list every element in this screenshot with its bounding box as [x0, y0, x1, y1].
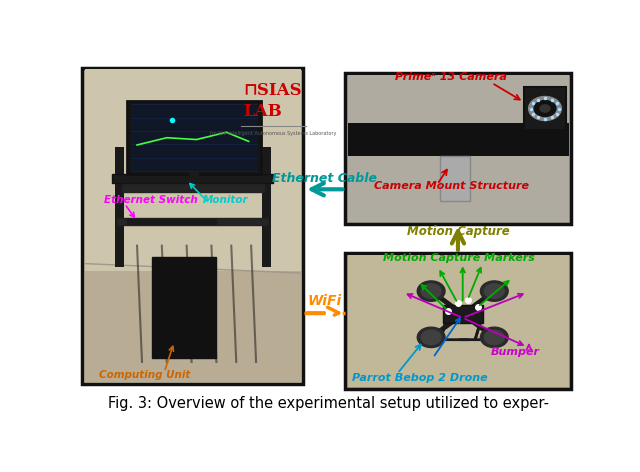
- Text: WiFi: WiFi: [307, 294, 342, 307]
- Circle shape: [529, 96, 561, 120]
- Text: for the intelligent Autonomous Systems Laboratory: for the intelligent Autonomous Systems L…: [211, 131, 337, 136]
- Bar: [348, 123, 568, 156]
- Circle shape: [484, 330, 504, 345]
- Bar: [346, 73, 571, 224]
- Bar: [122, 184, 264, 192]
- Bar: [348, 75, 568, 222]
- Text: Camera Mount Structure: Camera Mount Structure: [374, 181, 529, 191]
- Text: Fig. 3: Overview of the experimental setup utilized to exper-: Fig. 3: Overview of the experimental set…: [108, 396, 548, 411]
- Bar: [189, 172, 199, 185]
- Text: LAB: LAB: [244, 103, 282, 120]
- Bar: [131, 104, 257, 171]
- Bar: [440, 156, 470, 201]
- Text: Primeˣ 13 Camera: Primeˣ 13 Camera: [395, 72, 507, 82]
- Bar: [115, 147, 124, 267]
- Circle shape: [534, 101, 556, 117]
- Circle shape: [481, 281, 508, 301]
- Circle shape: [417, 281, 445, 301]
- Circle shape: [540, 105, 550, 112]
- Bar: [443, 305, 483, 323]
- Text: Bumper: Bumper: [491, 347, 540, 357]
- Bar: [85, 69, 301, 273]
- Circle shape: [484, 284, 504, 298]
- Bar: [524, 87, 566, 130]
- Text: Monitor: Monitor: [203, 195, 248, 205]
- Bar: [152, 257, 216, 358]
- Bar: [112, 174, 273, 183]
- Bar: [127, 219, 216, 224]
- Bar: [127, 101, 261, 174]
- Text: ⊓SIAS: ⊓SIAS: [244, 82, 302, 99]
- Bar: [85, 271, 301, 382]
- Bar: [346, 253, 571, 389]
- Text: Ethernet Cable: Ethernet Cable: [272, 172, 377, 185]
- Text: Motion Capture Markers: Motion Capture Markers: [383, 253, 534, 263]
- Bar: [348, 255, 568, 388]
- Text: Computing Unit: Computing Unit: [99, 370, 190, 380]
- Bar: [117, 219, 269, 225]
- Text: Parrot Bebop 2 Drone: Parrot Bebop 2 Drone: [352, 373, 488, 383]
- Circle shape: [417, 327, 445, 347]
- Circle shape: [481, 327, 508, 347]
- Text: Motion Capture: Motion Capture: [406, 225, 509, 238]
- Circle shape: [421, 284, 441, 298]
- Bar: [262, 147, 271, 267]
- Bar: [83, 67, 303, 384]
- Text: Ethernet Switch: Ethernet Switch: [104, 195, 198, 205]
- Circle shape: [421, 330, 441, 345]
